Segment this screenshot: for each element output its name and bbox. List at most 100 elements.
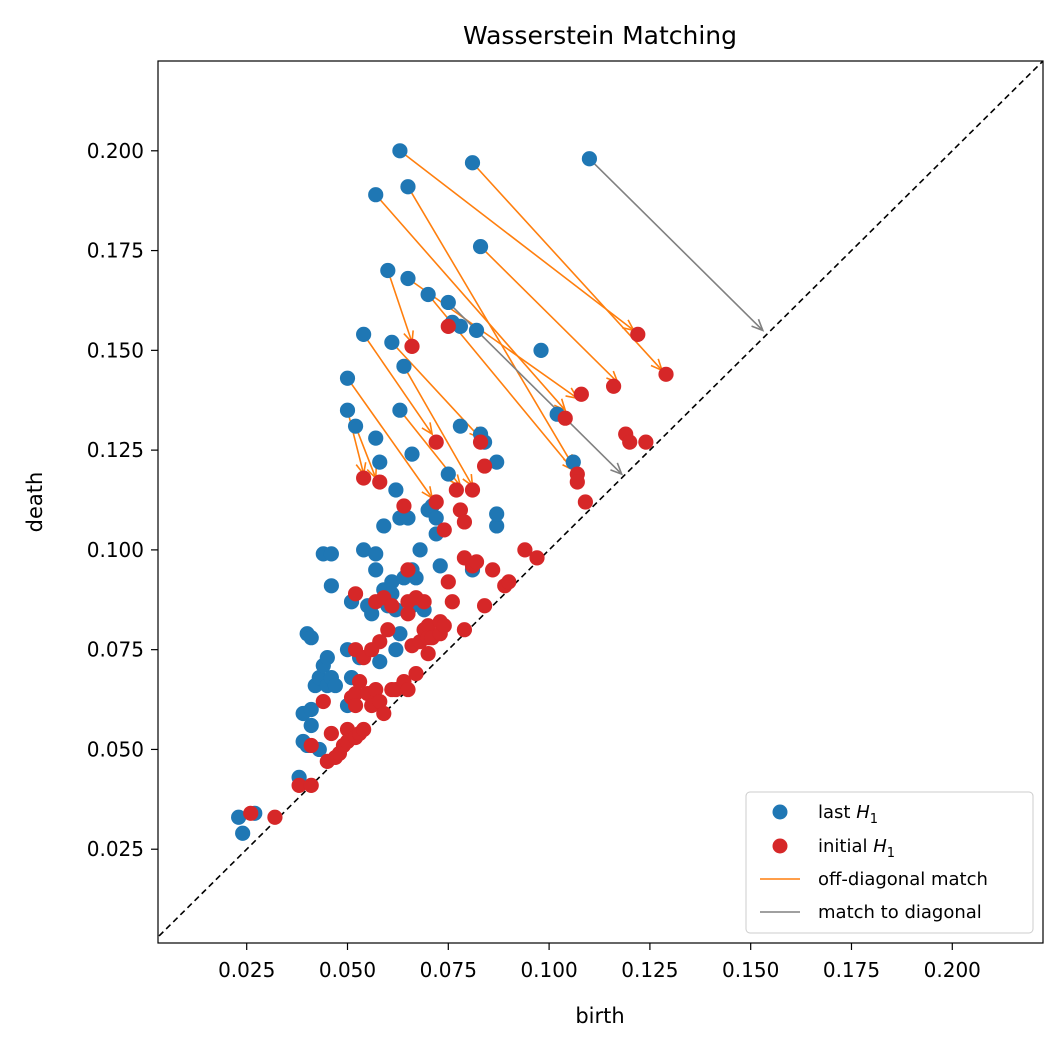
last-h1-point <box>384 574 400 590</box>
last-h1-point <box>533 342 549 358</box>
initial-h1-point <box>622 434 638 450</box>
last-h1-point <box>372 654 388 670</box>
initial-h1-point <box>347 685 364 702</box>
y-tick-label: 0.075 <box>87 638 144 662</box>
y-axis-label: death <box>23 472 47 533</box>
x-tick-label: 0.150 <box>722 958 779 982</box>
y-tick-label: 0.125 <box>87 438 144 462</box>
off-diagonal-match-arrow <box>362 333 434 436</box>
off-diagonal-match-arrow-shaft <box>479 246 619 383</box>
initial-h1-point <box>436 618 452 634</box>
initial-h1-point <box>440 318 456 334</box>
initial-h1-point <box>468 554 485 570</box>
last-h1-point <box>489 518 505 534</box>
initial-h1-point <box>476 598 493 614</box>
last-h1-point <box>452 318 468 334</box>
last-h1-point <box>420 286 436 303</box>
last-h1-point <box>565 454 581 470</box>
last-h1-point <box>384 334 400 350</box>
last-h1-point <box>235 825 251 841</box>
initial-h1-point <box>638 434 654 450</box>
initial-h1-point <box>380 622 396 638</box>
initial-h1-point <box>448 482 464 498</box>
y-tick-label: 0.175 <box>87 239 144 263</box>
last-h1-point <box>489 454 505 470</box>
initial-h1-point <box>347 697 364 714</box>
initial-h1-point <box>452 502 468 518</box>
last-h1-point <box>323 578 339 594</box>
initial-h1-point <box>428 494 444 510</box>
last-h1-point <box>356 542 372 558</box>
initial-h1-point <box>420 618 436 634</box>
last-h1-point <box>440 294 456 311</box>
initial-h1-point <box>400 606 416 622</box>
last-h1-point <box>319 650 335 666</box>
initial-h1-point <box>315 693 331 710</box>
last-h1-point <box>388 482 404 498</box>
y-tick-label: 0.200 <box>87 139 144 163</box>
last-h1-point <box>400 510 416 526</box>
last-h1-point <box>339 402 356 418</box>
diagonal-match-arrow-head <box>751 318 765 332</box>
off-diagonal-match-arrow-shaft <box>346 377 433 499</box>
initial-h1-point <box>501 574 517 590</box>
off-diagonal-match-arrow-shaft <box>375 194 566 411</box>
off-diagonal-match-arrow-shaft <box>399 150 635 332</box>
initial-h1-point <box>529 550 545 566</box>
x-tick-label: 0.200 <box>924 958 981 982</box>
diagonal-match-arrow-shaft <box>588 158 764 331</box>
last-h1-point <box>392 143 408 159</box>
last-h1-point <box>347 418 364 434</box>
initial-h1-point <box>323 725 339 742</box>
initial-h1-point <box>606 378 622 394</box>
initial-h1-point <box>303 737 319 754</box>
legend-initial-h1-label: initial H1 <box>818 836 895 861</box>
initial-h1-point <box>404 338 420 354</box>
legend-box <box>745 791 1034 934</box>
initial-h1-point <box>577 494 593 510</box>
x-tick-label: 0.075 <box>420 958 477 982</box>
initial-h1-point <box>347 586 364 602</box>
initial-h1-points <box>243 318 674 825</box>
y-tick-label: 0.100 <box>87 538 144 562</box>
last-h1-point <box>400 270 416 287</box>
last-h1-point <box>327 677 344 694</box>
last-h1-point <box>368 187 384 203</box>
legend-initial-h1-marker <box>772 838 788 854</box>
off-diagonal-match-arrow-shaft <box>354 425 377 479</box>
initial-h1-point <box>444 594 460 610</box>
initial-h1-point <box>416 594 432 610</box>
last-h1-point <box>356 326 372 342</box>
initial-h1-point <box>400 562 416 578</box>
diagonal-match-arrow <box>588 158 765 332</box>
y-axis: 0.025 0.050 0.075 0.100 0.125 0.150 0.175 0.200 <box>87 139 158 861</box>
initial-h1-point <box>384 598 400 614</box>
last-h1-point <box>468 322 485 338</box>
last-h1-point <box>432 558 448 574</box>
initial-h1-point <box>440 574 456 590</box>
last-h1-point <box>392 402 408 418</box>
last-h1-point <box>368 430 384 446</box>
initial-h1-point <box>291 777 307 793</box>
initial-h1-point <box>517 542 533 558</box>
last-h1-point <box>323 546 339 562</box>
diagonal-match-arrow-head <box>610 462 624 476</box>
initial-h1-point <box>243 805 259 821</box>
initial-h1-point <box>456 622 473 638</box>
last-h1-point <box>380 262 396 279</box>
initial-h1-point <box>464 482 481 498</box>
last-h1-point <box>464 155 481 171</box>
last-h1-point <box>303 701 319 718</box>
last-h1-point <box>339 370 356 386</box>
y-tick-label: 0.050 <box>87 737 144 761</box>
last-h1-point <box>303 717 319 734</box>
initial-h1-point <box>630 326 646 342</box>
initial-h1-point <box>351 673 368 690</box>
legend-last-h1-marker <box>772 804 788 820</box>
initial-h1-point <box>267 809 283 825</box>
initial-h1-point <box>372 693 388 710</box>
last-h1-point <box>388 642 404 658</box>
x-tick-label: 0.175 <box>823 958 880 982</box>
initial-h1-point <box>372 474 388 490</box>
x-tick-label: 0.100 <box>520 958 577 982</box>
